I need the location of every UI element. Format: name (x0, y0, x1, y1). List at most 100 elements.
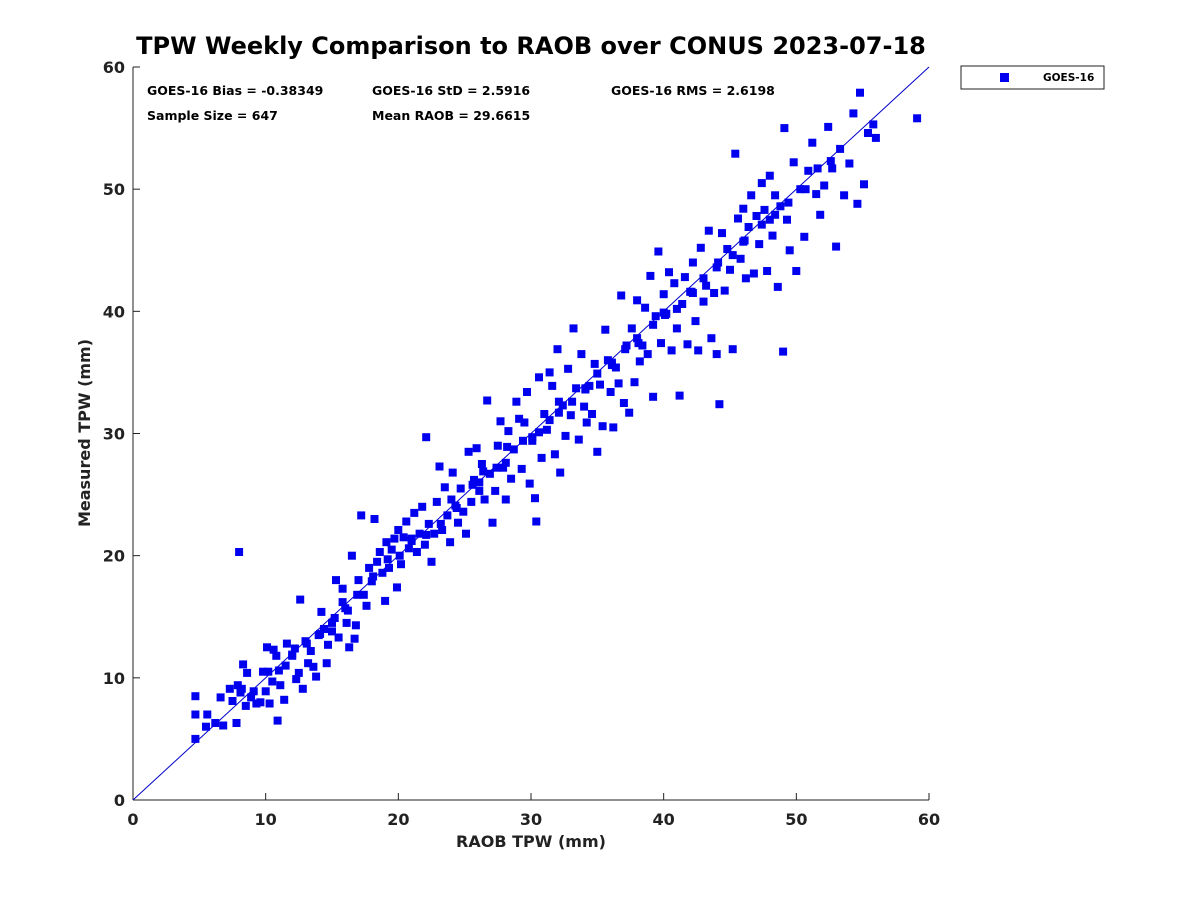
data-point (646, 271, 655, 280)
data-point (545, 368, 554, 377)
data-point (614, 379, 623, 388)
data-point (659, 290, 668, 299)
data-point (554, 408, 563, 417)
y-tick-label: 0 (114, 791, 125, 810)
data-point (710, 289, 719, 297)
data-point (334, 633, 343, 642)
data-point (731, 149, 740, 158)
data-point (675, 391, 684, 400)
data-point (241, 701, 250, 710)
data-point (382, 538, 391, 547)
data-point (272, 651, 281, 660)
data-point (269, 645, 278, 654)
data-point (520, 418, 529, 427)
data-point (696, 243, 705, 252)
data-point (871, 133, 880, 142)
stat-bias: GOES-16 Bias = -0.38349 (147, 83, 323, 98)
data-point (448, 468, 457, 477)
x-tick-label: 20 (387, 810, 409, 829)
data-point (256, 698, 265, 707)
data-point (427, 557, 436, 566)
data-point (649, 320, 658, 329)
data-point (290, 644, 299, 653)
data-point (306, 647, 315, 655)
x-tick-label: 30 (520, 810, 542, 829)
y-tick-label: 40 (103, 302, 125, 321)
data-point (415, 529, 424, 538)
data-point (412, 548, 421, 556)
data-point (470, 475, 478, 484)
data-point (548, 381, 557, 390)
data-point (432, 497, 441, 506)
data-point (475, 486, 484, 495)
data-point (288, 650, 297, 659)
data-point (749, 269, 758, 278)
data-point (564, 364, 573, 373)
data-point (296, 595, 305, 604)
data-point (347, 551, 356, 560)
data-point (845, 159, 854, 168)
data-point (232, 719, 241, 727)
data-point (569, 324, 578, 333)
data-point (422, 530, 431, 539)
data-point (357, 511, 366, 520)
data-point (338, 584, 347, 593)
data-point (760, 205, 769, 214)
data-point (304, 659, 313, 668)
data-point (537, 453, 546, 462)
chart-title: TPW Weekly Comparison to RAOB over CONUS… (136, 32, 926, 60)
data-point (864, 129, 872, 137)
data-point (665, 268, 673, 277)
data-point (779, 347, 788, 356)
data-point (606, 388, 615, 396)
data-point (627, 324, 636, 333)
data-point (577, 350, 586, 359)
data-point (452, 504, 461, 512)
data-point (739, 204, 748, 213)
data-point (370, 515, 379, 523)
data-point (447, 495, 456, 504)
data-point (784, 198, 793, 207)
data-point (741, 274, 750, 283)
data-point (699, 274, 708, 283)
x-tick-label: 50 (785, 810, 807, 829)
data-point (826, 157, 835, 166)
data-point (485, 469, 494, 478)
legend-box (960, 65, 1105, 90)
data-point (672, 304, 681, 313)
data-point (501, 495, 510, 504)
data-point (572, 384, 581, 393)
data-point (330, 614, 339, 622)
data-point (601, 325, 610, 334)
data-point (282, 639, 291, 648)
data-point (792, 267, 801, 275)
data-point (369, 572, 378, 581)
data-point (446, 538, 455, 547)
data-point (264, 667, 273, 676)
data-point (540, 410, 549, 418)
data-point (350, 634, 359, 643)
x-tick-label: 60 (918, 810, 940, 829)
data-point (523, 388, 531, 396)
data-point (477, 460, 486, 468)
data-point (263, 643, 271, 652)
data-point (420, 540, 429, 549)
data-point (853, 199, 862, 208)
data-point (765, 171, 774, 180)
data-point (393, 583, 401, 592)
data-point (517, 464, 526, 473)
data-point (519, 436, 527, 445)
data-point (359, 590, 368, 599)
data-point (281, 661, 290, 670)
data-point (667, 346, 676, 355)
data-point (553, 345, 562, 354)
data-point (630, 378, 639, 387)
data-point (678, 300, 687, 308)
legend-label: GOES-16 (1043, 72, 1094, 84)
data-point (316, 629, 325, 638)
data-point (869, 120, 878, 129)
data-point (443, 511, 452, 520)
data-point (832, 242, 841, 251)
data-point (715, 400, 724, 409)
data-point (785, 246, 794, 255)
